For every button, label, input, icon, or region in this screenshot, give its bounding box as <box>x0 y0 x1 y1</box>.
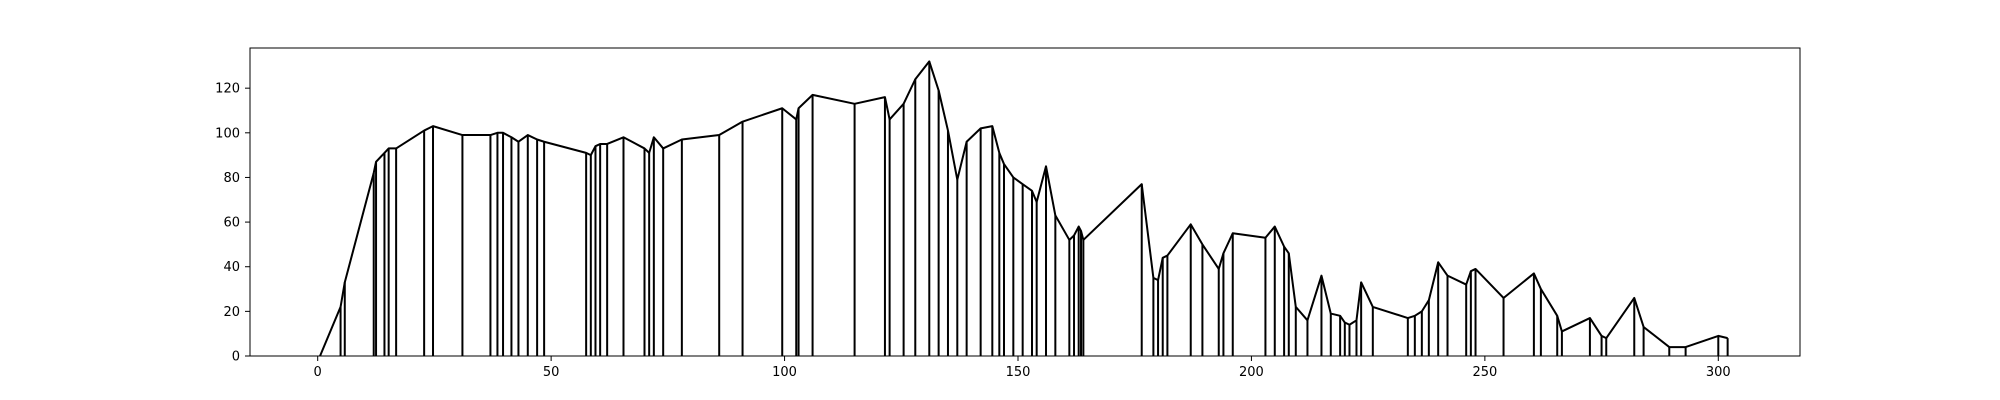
x-tick-label: 0 <box>314 365 322 380</box>
x-tick-label: 200 <box>1239 365 1264 380</box>
y-tick-label: 20 <box>223 305 240 320</box>
y-axis-ticks: 0 20 40 60 80 100 120 <box>215 82 250 365</box>
x-tick-label: 100 <box>772 365 797 380</box>
y-tick-label: 60 <box>223 216 240 231</box>
x-tick-label: 150 <box>1006 365 1031 380</box>
y-tick-label: 100 <box>215 126 240 141</box>
x-tick-label: 50 <box>543 365 560 380</box>
x-tick-label: 250 <box>1472 365 1497 380</box>
x-axis-ticks: 0 50 100 150 200 250 300 <box>314 356 1731 380</box>
y-tick-label: 120 <box>215 82 240 97</box>
y-tick-label: 40 <box>223 260 240 275</box>
drop-lines-group <box>339 61 1729 356</box>
y-tick-label: 0 <box>232 350 240 365</box>
y-tick-label: 80 <box>223 171 240 186</box>
series-line <box>319 60 1728 357</box>
plot-frame <box>249 47 1801 357</box>
x-tick-label: 300 <box>1706 365 1731 380</box>
